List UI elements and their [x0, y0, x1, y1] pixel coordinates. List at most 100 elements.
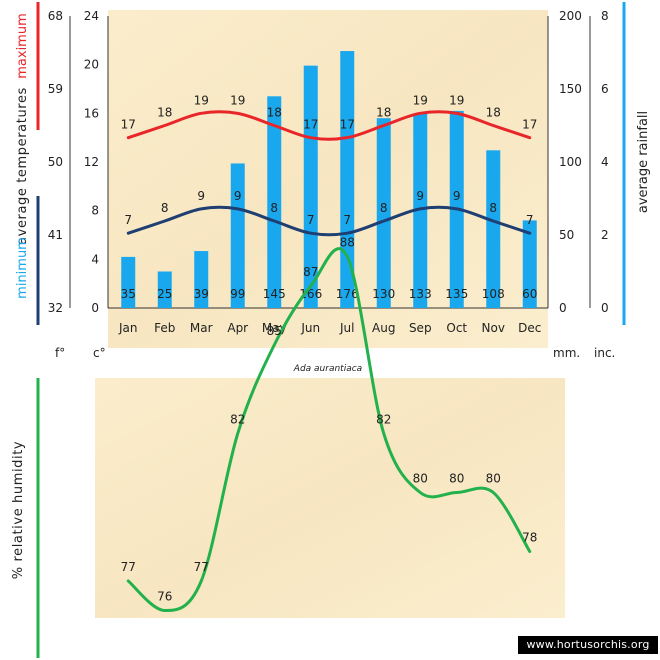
rainfall-inch-tick-label: 2	[601, 228, 609, 242]
max-temperature-label: 19	[413, 93, 428, 107]
upper-chart-background	[108, 10, 548, 348]
rainfall-bar	[194, 251, 209, 308]
max-temperature-label: 18	[157, 106, 172, 120]
month-tick-label: Feb	[154, 321, 175, 335]
rainfall-bar	[303, 65, 318, 308]
min-temperature-label: 7	[526, 213, 534, 227]
max-temperature-label: 18	[376, 106, 391, 120]
rainfall-mm-tick-label: 150	[559, 82, 582, 96]
rainfall-value-label: 108	[482, 287, 505, 301]
celsius-tick-label: 8	[91, 204, 99, 218]
unit-label-mm: mm.	[553, 346, 580, 360]
rainfall-bar	[230, 163, 245, 308]
humidity-value-label: 88	[340, 236, 355, 250]
min-temperature-label: 7	[307, 213, 315, 227]
lower-chart-background	[95, 378, 565, 618]
axis-title-minimum: minimum	[15, 237, 30, 299]
min-temperature-label: 9	[197, 189, 205, 203]
humidity-value-label: 80	[449, 472, 464, 486]
rainfall-inch-tick-label: 8	[601, 9, 609, 23]
celsius-tick-label: 0	[91, 301, 99, 315]
rainfall-inch-tick-label: 4	[601, 155, 609, 169]
unit-label-fahrenheit: f°	[55, 346, 65, 360]
rainfall-value-label: 39	[194, 287, 209, 301]
axis-title-average-temperatures: average temperatures	[15, 87, 30, 245]
month-tick-label: Aug	[372, 321, 395, 335]
rainfall-mm-tick-label: 50	[559, 228, 574, 242]
humidity-value-label: 80	[486, 472, 501, 486]
month-tick-label: Jan	[118, 321, 138, 335]
rainfall-mm-tick-label: 200	[559, 9, 582, 23]
min-temperature-label: 9	[453, 189, 461, 203]
fahrenheit-tick-label: 59	[48, 82, 63, 96]
rainfall-mm-tick-label: 100	[559, 155, 582, 169]
humidity-value-label: 80	[413, 472, 428, 486]
celsius-tick-label: 20	[84, 58, 99, 72]
rainfall-mm-tick-label: 0	[559, 301, 567, 315]
rainfall-value-label: 25	[157, 287, 172, 301]
axis-title-relative-humidity: % relative humidity	[11, 441, 26, 579]
max-temperature-label: 19	[230, 93, 245, 107]
rainfall-bar	[340, 51, 355, 308]
humidity-value-label: 78	[522, 531, 537, 545]
celsius-tick-label: 4	[91, 252, 99, 266]
min-temperature-label: 9	[234, 189, 242, 203]
rainfall-value-label: 145	[263, 287, 286, 301]
rainfall-bar	[121, 256, 136, 308]
rainfall-bar	[486, 150, 501, 308]
rainfall-bar	[267, 96, 282, 308]
max-temperature-label: 18	[267, 106, 282, 120]
month-tick-label: Mar	[190, 321, 213, 335]
month-tick-label: Jul	[339, 321, 354, 335]
fahrenheit-tick-label: 32	[48, 301, 63, 315]
min-temperature-label: 8	[270, 201, 278, 215]
max-temperature-label: 19	[194, 93, 209, 107]
max-temperature-label: 17	[121, 118, 136, 132]
rainfall-value-label: 99	[230, 287, 245, 301]
humidity-value-label: 76	[157, 590, 172, 604]
rainfall-value-label: 60	[522, 287, 537, 301]
rainfall-value-label: 130	[372, 287, 395, 301]
unit-label-celsius: c°	[93, 346, 106, 360]
rainfall-value-label: 176	[336, 287, 359, 301]
rainfall-value-label: 35	[121, 287, 136, 301]
month-tick-label: Dec	[518, 321, 541, 335]
humidity-value-label: 82	[230, 413, 245, 427]
humidity-value-label: 77	[194, 560, 209, 574]
credit[interactable]: www.hortusorchis.org	[518, 636, 658, 654]
month-tick-label: Oct	[446, 321, 467, 335]
humidity-value-label: 85	[267, 324, 282, 338]
fahrenheit-tick-label: 50	[48, 155, 63, 169]
chart-title: Ada aurantiaca	[293, 364, 362, 374]
unit-label-inch: inc.	[594, 346, 615, 360]
month-tick-label: Apr	[227, 321, 248, 335]
celsius-tick-label: 16	[84, 106, 99, 120]
rainfall-bar	[157, 271, 172, 308]
humidity-value-label: 87	[303, 265, 318, 279]
axis-title-average-rainfall: average rainfall	[636, 111, 651, 213]
month-tick-label: Sep	[409, 321, 432, 335]
rainfall-bar	[522, 220, 537, 308]
humidity-value-label: 82	[376, 413, 391, 427]
humidity-value-label: 77	[121, 560, 136, 574]
rainfall-value-label: 166	[299, 287, 322, 301]
rainfall-inch-tick-label: 0	[601, 301, 609, 315]
max-temperature-label: 19	[449, 93, 464, 107]
min-temperature-label: 7	[124, 213, 132, 227]
celsius-tick-label: 12	[84, 155, 99, 169]
rainfall-value-label: 133	[409, 287, 432, 301]
axis-title-maximum: maximum	[15, 13, 30, 79]
month-tick-label: Nov	[482, 321, 505, 335]
min-temperature-label: 8	[161, 201, 169, 215]
fahrenheit-tick-label: 68	[48, 9, 63, 23]
min-temperature-label: 7	[343, 213, 351, 227]
min-temperature-line	[126, 205, 532, 237]
humidity-line	[126, 247, 532, 613]
month-tick-label: Jun	[300, 321, 320, 335]
min-temperature-label: 9	[416, 189, 424, 203]
rainfall-value-label: 135	[445, 287, 468, 301]
rainfall-inch-tick-label: 6	[601, 82, 609, 96]
min-temperature-label: 8	[380, 201, 388, 215]
max-temperature-label: 18	[486, 106, 501, 120]
